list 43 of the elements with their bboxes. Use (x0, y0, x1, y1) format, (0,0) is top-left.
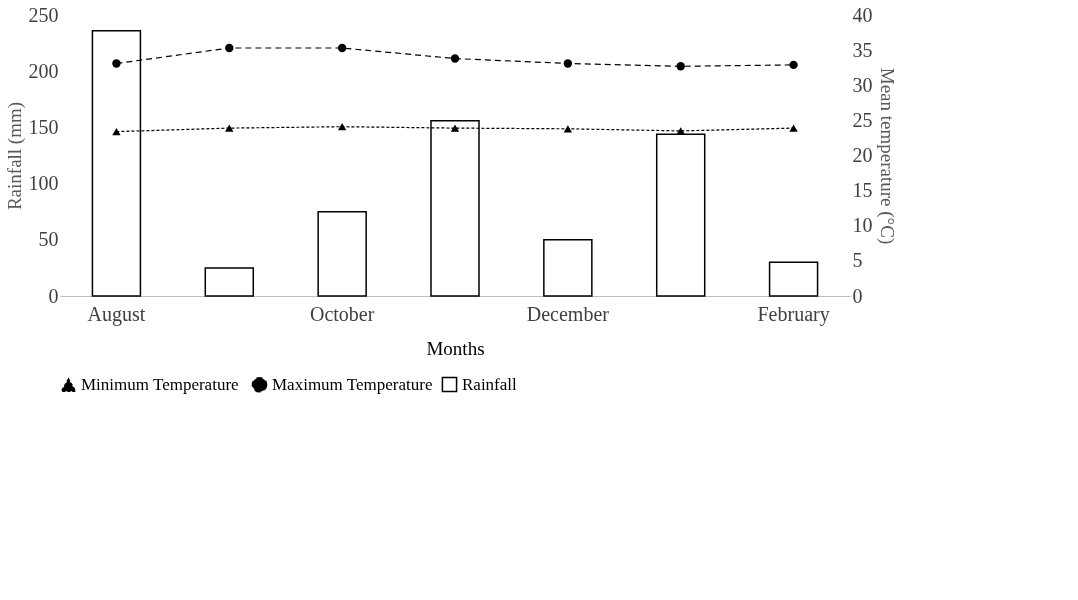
legend-label: Maximum Temperature (272, 374, 433, 394)
y2-tick-label: 0 (852, 284, 863, 307)
x-tick-label: February (757, 302, 830, 326)
point (450, 124, 460, 132)
point (676, 62, 685, 71)
point (337, 123, 347, 131)
legend-label: Minimum Temperature (81, 375, 239, 395)
y-axis-title: Rainfall (mm) (3, 101, 26, 211)
y2-tick-label: 5 (852, 249, 863, 272)
x-tick-label: December (526, 302, 610, 325)
y2-tick-label: 25 (852, 108, 873, 131)
y2-tick-label: 35 (852, 38, 873, 61)
point (676, 127, 685, 135)
x-tick-label: October (309, 302, 375, 325)
y-tick-label: 250 (28, 3, 59, 26)
y2-tick-label: 40 (852, 3, 873, 26)
point (563, 125, 573, 133)
y2-tick-label: 15 (852, 179, 873, 202)
x-tick-label: August (87, 302, 146, 326)
point (112, 59, 121, 68)
y-tick-label: 50 (38, 228, 59, 251)
y-tick-label: 150 (28, 115, 59, 138)
y-tick-label: 200 (28, 59, 59, 82)
point (789, 124, 798, 132)
point (337, 43, 347, 53)
y2-tick-label: 20 (852, 144, 873, 166)
x-axis-title: Months (426, 337, 485, 359)
y-tick-label: 100 (28, 172, 59, 195)
bar (543, 239, 593, 297)
y2-axis-title: Mean temperature (°C) (875, 67, 898, 245)
legend-label: Rainfall (462, 374, 518, 394)
point (225, 43, 234, 53)
point (225, 124, 234, 132)
y-tick-label: 0 (48, 284, 59, 307)
point (112, 127, 121, 136)
bar (317, 210, 367, 297)
bar (204, 267, 255, 297)
point (789, 60, 798, 70)
y2-tick-label: 10 (852, 214, 873, 237)
point (450, 54, 460, 63)
y2-tick-label: 30 (852, 73, 873, 96)
point (563, 59, 573, 68)
bar (768, 261, 819, 297)
